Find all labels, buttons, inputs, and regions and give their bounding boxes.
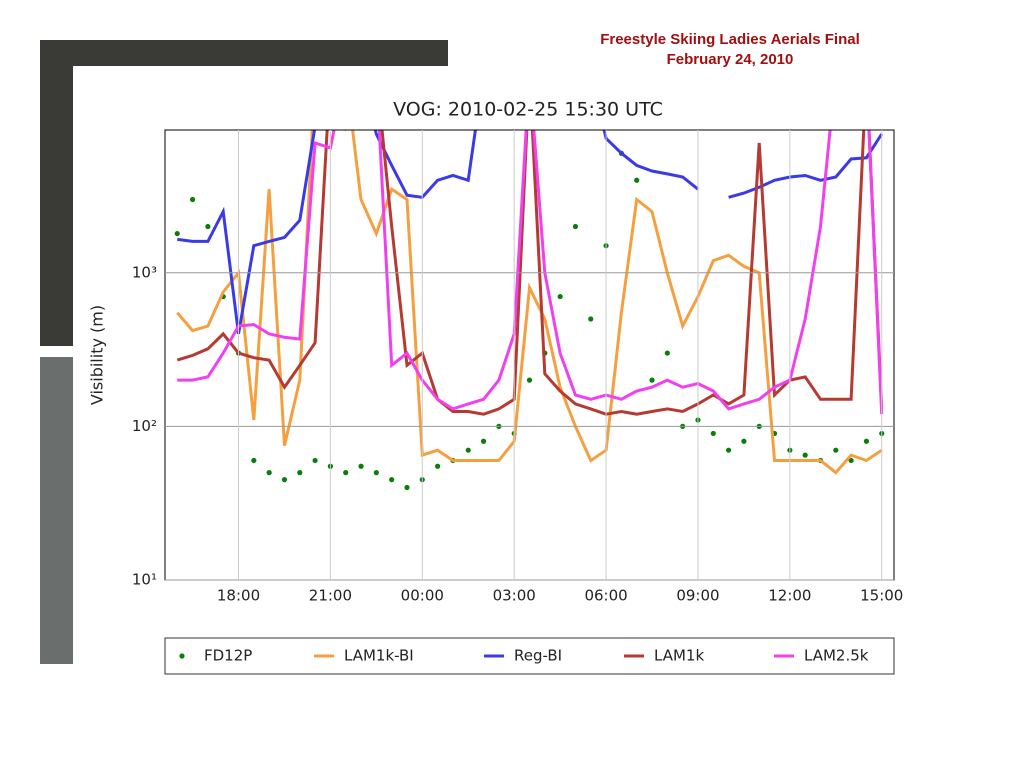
data-point <box>664 350 670 356</box>
legend-label: FD12P <box>204 647 252 665</box>
x-tick-label: 12:00 <box>768 587 811 605</box>
data-point <box>281 477 288 483</box>
x-tick-label: 15:00 <box>860 587 903 605</box>
data-point <box>572 223 579 230</box>
x-tick-label: 03:00 <box>493 587 536 605</box>
data-point <box>480 438 487 444</box>
data-point <box>251 457 257 464</box>
data-point <box>557 293 563 300</box>
data-point <box>725 447 732 453</box>
chart-panel <box>73 66 903 676</box>
data-point <box>297 470 303 476</box>
legend-swatch <box>179 653 185 659</box>
slide-subtitle: February 24, 2010 <box>667 51 794 68</box>
data-point <box>343 470 349 476</box>
legend <box>164 637 895 675</box>
data-point <box>358 463 364 469</box>
data-point <box>526 377 533 383</box>
data-point <box>373 470 379 476</box>
slide-title: Freestyle Skiing Ladies Aerials Final <box>600 31 860 48</box>
data-point <box>741 438 747 444</box>
data-point <box>802 452 808 458</box>
series-line <box>176 130 883 475</box>
y-tick-label: 10¹ <box>132 571 157 589</box>
y-tick-label: 10³ <box>132 263 157 281</box>
series-line <box>176 130 884 416</box>
data-point <box>833 447 839 453</box>
data-point <box>465 447 471 453</box>
x-tick-label: 18:00 <box>217 587 260 605</box>
data-point <box>205 223 211 230</box>
data-point <box>848 457 854 464</box>
data-point <box>588 316 594 322</box>
legend-label: Reg-BI <box>514 647 562 665</box>
data-point <box>435 463 441 469</box>
data-point <box>266 470 272 476</box>
data-point <box>710 430 716 437</box>
legend-label: LAM1k <box>654 647 704 665</box>
chart-title: VOG: 2010-02-25 15:30 UTC <box>393 99 663 121</box>
data-point <box>863 438 870 444</box>
y-axis-label: Visibility (m) <box>88 305 107 405</box>
x-tick-label: 09:00 <box>676 587 719 605</box>
series-line <box>177 130 883 335</box>
data-point <box>649 377 655 383</box>
x-tick-label: 21:00 <box>309 587 352 605</box>
data-point <box>174 230 180 237</box>
data-point <box>404 484 410 491</box>
data-point <box>189 196 196 203</box>
legend-label: LAM1k-BI <box>344 647 414 665</box>
data-point <box>389 477 395 483</box>
data-point <box>634 177 640 183</box>
legend-label: LAM2.5k <box>804 647 869 665</box>
data-point <box>312 457 318 464</box>
x-tick-label: 06:00 <box>584 587 627 605</box>
series-line <box>177 130 884 415</box>
y-tick-label: 10² <box>132 417 157 435</box>
x-tick-label: 00:00 <box>401 587 444 605</box>
